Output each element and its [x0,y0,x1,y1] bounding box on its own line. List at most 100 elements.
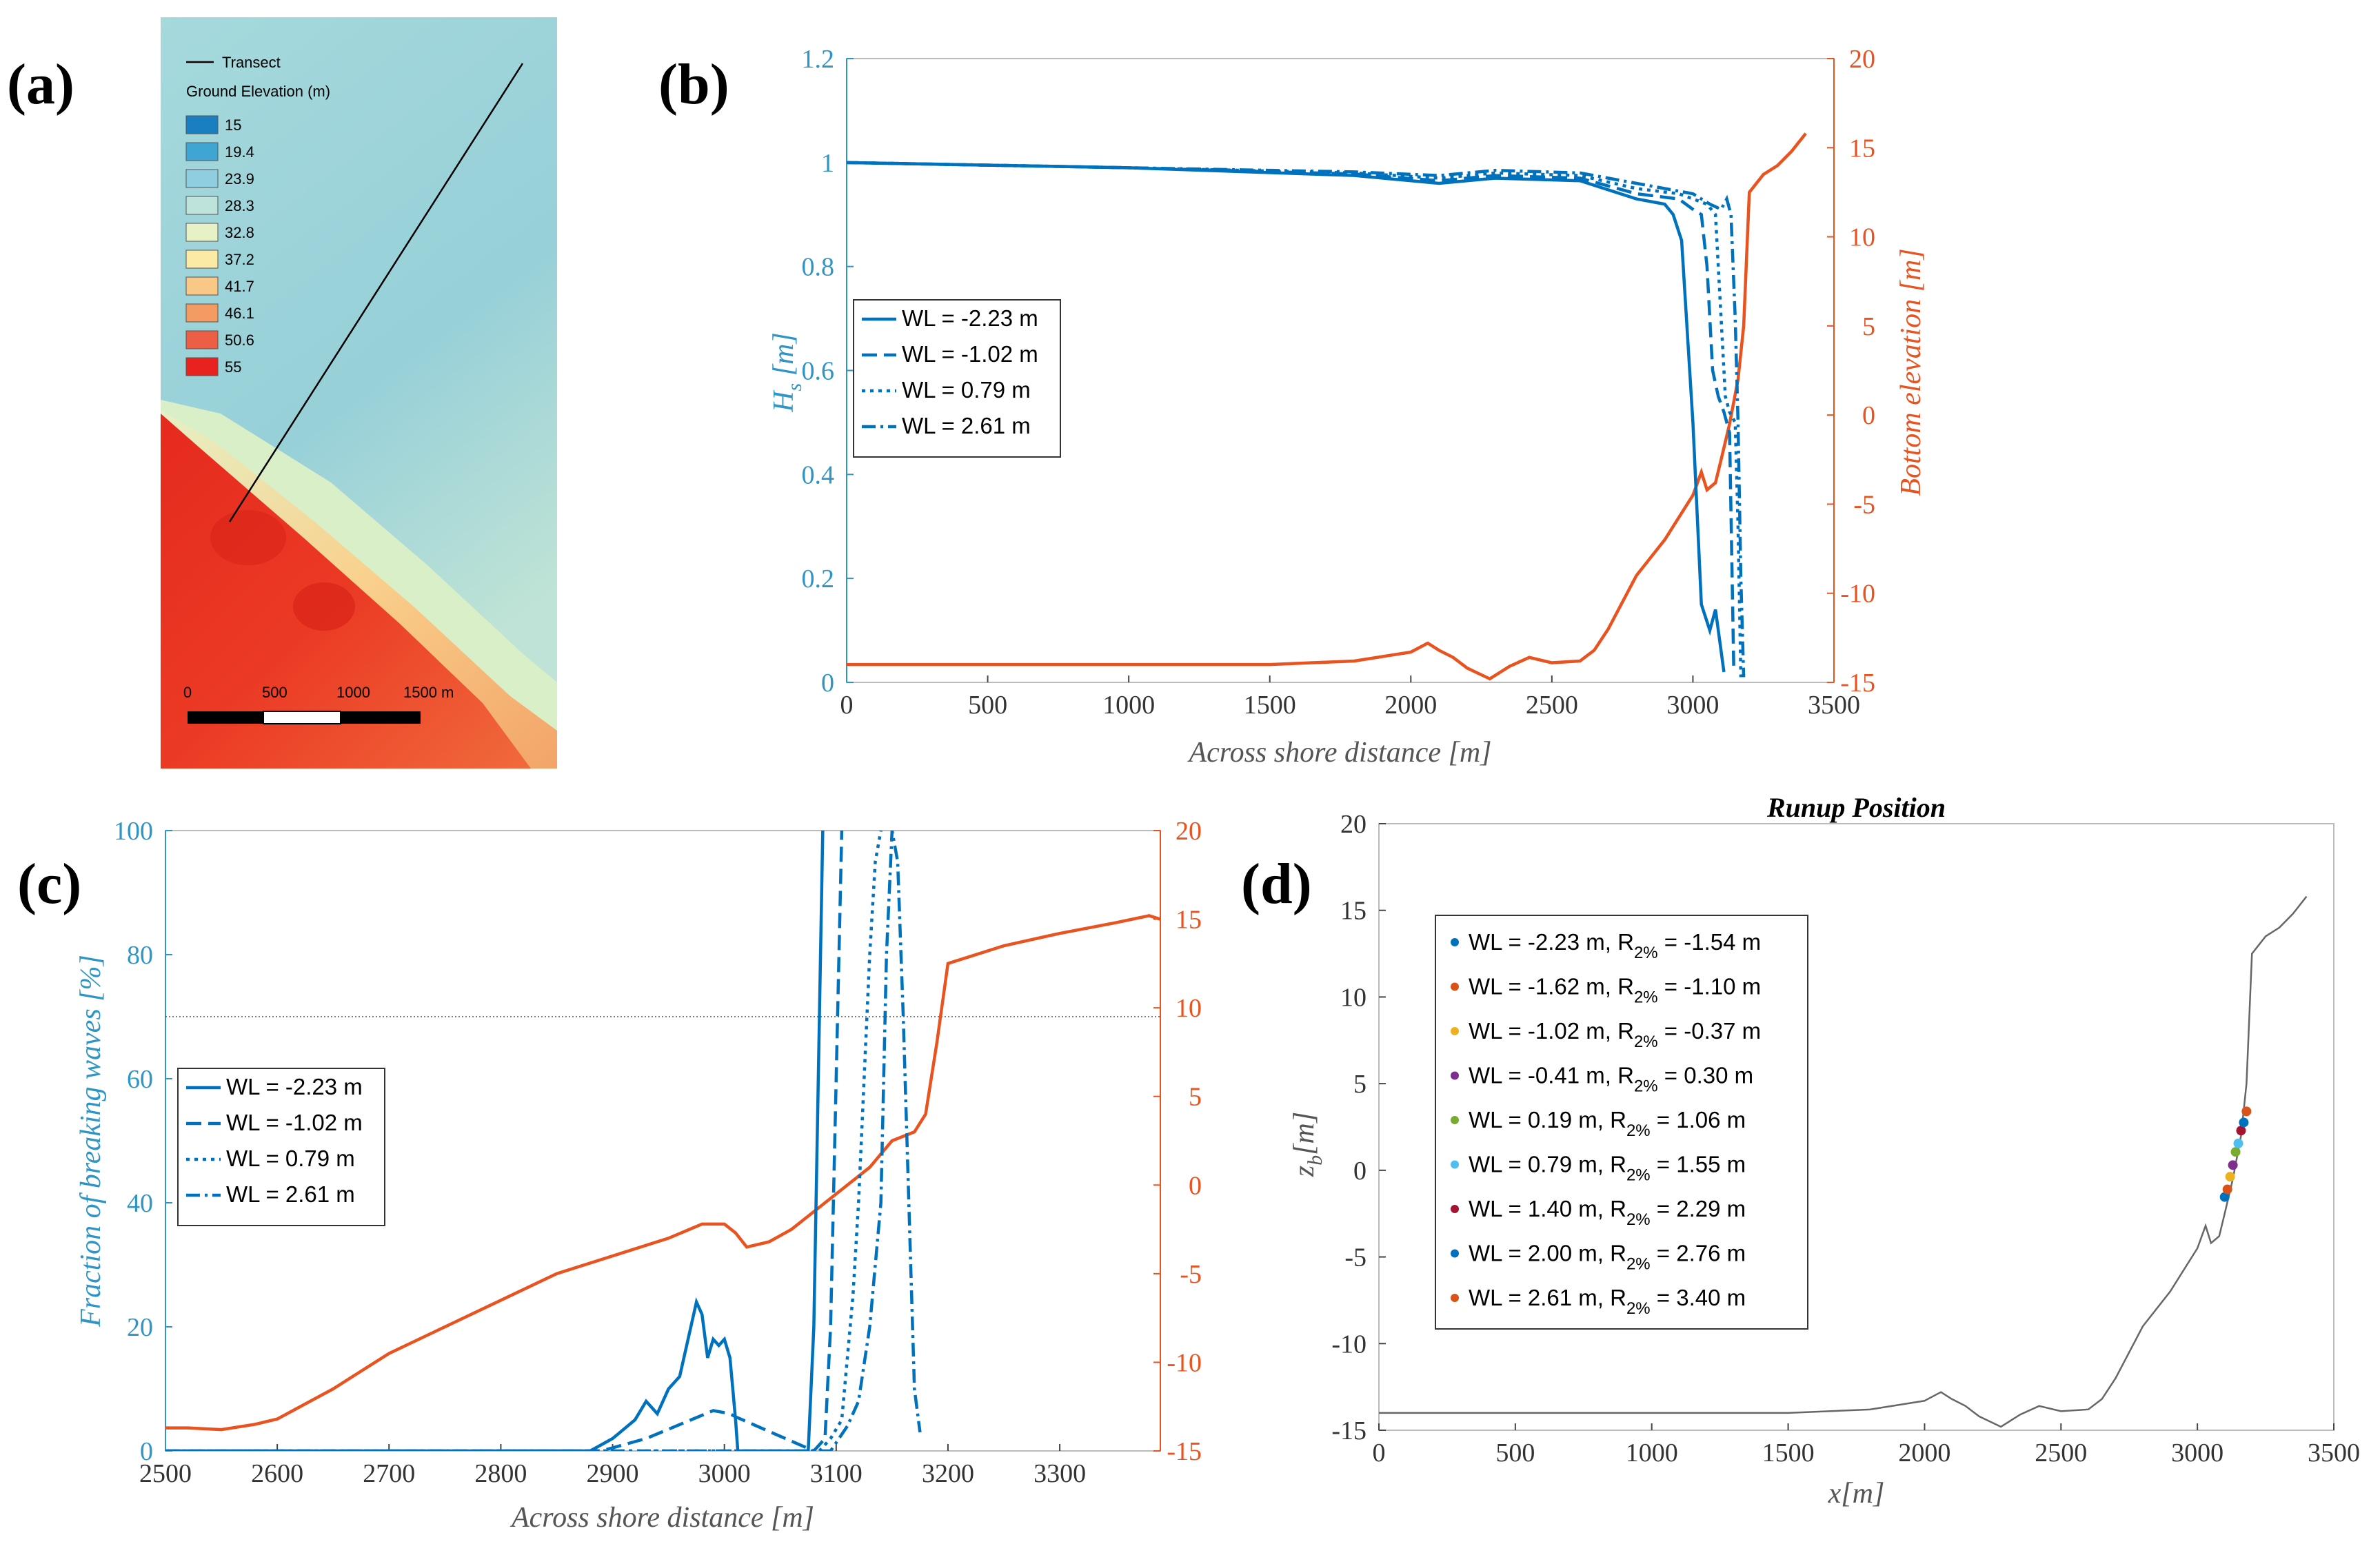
legend-label: WL = -2.23 m [902,305,1038,331]
runup-point [2239,1117,2249,1128]
y-tick-label: 0.6 [802,357,835,386]
x-tick-label: 3300 [1033,1459,1086,1488]
legend-label: WL = 2.61 m, R2% = 3.40 m [1469,1285,1746,1318]
runup-point [2225,1172,2235,1182]
legend-marker [1451,938,1459,946]
x-tick-label: 1500 [1762,1439,1815,1467]
map-scale-label: 1000 [336,684,370,701]
runup-point [2219,1192,2230,1202]
legend-marker [1451,1116,1459,1124]
y2-tick-label: 20 [1176,817,1202,846]
legend-box [177,1068,385,1226]
map-legend-swatch [185,330,219,349]
map-legend-swatch [185,169,219,188]
map-scale-label: 0 [183,684,192,701]
y2-tick-label: 10 [1849,223,1875,252]
legend-label: WL = -0.41 m, R2% = 0.30 m [1469,1063,1753,1096]
y2-tick-label: 5 [1862,312,1875,341]
series-line [165,831,883,1451]
legend-label: WL = 0.19 m, R2% = 1.06 m [1469,1107,1746,1140]
x-tick-label: 3200 [922,1459,974,1488]
map-legend-label: 23.9 [225,170,254,187]
map-legend-transect-label: Transect [222,54,281,71]
runup-point [2236,1126,2246,1136]
map-scale-bar [188,711,421,724]
y2-tick-label: 10 [1176,994,1202,1023]
y-tick-label: 5 [1353,1070,1367,1099]
legend-label: WL = -1.02 m, R2% = -0.37 m [1469,1018,1761,1051]
x-tick-label: 2700 [363,1459,415,1488]
y-tick-label: 80 [127,941,153,970]
x-tick-label: 3000 [1666,691,1719,720]
map-land-patch [210,510,286,565]
legend-marker [1451,1160,1459,1169]
legend-label: WL = 2.61 m [226,1181,355,1207]
y2-tick-label: -10 [1167,1348,1202,1377]
bathymetry-line [165,914,1160,1432]
y-tick-label: 10 [1340,983,1367,1012]
map-legend-swatch [185,142,219,161]
x-tick-label: 2500 [139,1459,192,1488]
runup-point [2233,1138,2243,1148]
y-tick-label: 1 [821,149,834,178]
y-tick-label: -5 [1344,1243,1367,1272]
y2-tick-label: -5 [1180,1260,1202,1289]
panel-label-c: (c) [17,852,81,916]
legend-label: WL = -1.62 m, R2% = -1.10 m [1469,974,1761,1007]
panel-label-b: (b) [658,52,729,116]
x-tick-label: 3000 [698,1459,751,1488]
y2-tick-label: -10 [1840,580,1875,609]
y-tick-label: 0 [821,669,834,698]
y2-tick-label: -5 [1853,490,1875,519]
y2-axis-label: Bottom elevation [m] [1895,248,1927,496]
map-transect-line [228,63,524,522]
x-tick-label: 2600 [251,1459,303,1488]
series-group [165,831,1160,1451]
chart-title: Runup Position [1766,792,1946,823]
y-axis-label: Hs [m] [768,332,806,413]
x-tick-label: 2000 [1384,691,1437,720]
y-tick-label: 0.8 [802,253,835,282]
series-line [847,161,1736,672]
legend-label: WL = -1.02 m [226,1110,363,1135]
map-legend-label: 50.6 [225,332,254,349]
chart-b: 0 500 1000 1500 2000 2500 3000 3500 0 0.2 0.4 0.6 0.… [768,45,1927,769]
y-tick-label: 40 [127,1189,153,1218]
x-axis-label: Across shore distance [m] [1187,737,1491,769]
legend-label: WL = 0.79 m [226,1146,355,1171]
x-tick-label: 500 [1495,1439,1535,1467]
legend-box [853,299,1061,458]
map-legend-title: Ground Elevation (m) [186,83,330,100]
y2-tick-label: -15 [1840,669,1875,698]
x-tick-label: 3000 [2171,1439,2223,1467]
x-tick-label: 2000 [1898,1439,1950,1467]
runup-point [2222,1184,2232,1195]
x-tick-label: 1000 [1626,1439,1678,1467]
map-panel: Transect Ground Elevation (m) 15 19.4 23.9… [161,17,557,769]
y-tick-label: 0.4 [802,460,835,489]
map-scale-label: 1500 m [403,684,454,701]
y-tick-label: 60 [127,1065,153,1094]
y-tick-label: 15 [1340,897,1367,926]
x-tick-label: 1000 [1102,691,1155,720]
y2-tick-label: 0 [1862,401,1875,430]
legend-label: WL = 2.00 m, R2% = 2.76 m [1469,1241,1746,1274]
map-scale-label: 500 [262,684,288,701]
y2-tick-label: 15 [1176,906,1202,935]
series-line [847,161,1746,678]
panel-label-a: (a) [7,52,74,116]
runup-point [2241,1106,2252,1117]
series-line [847,161,1743,678]
map-elevation-legend: 15 19.4 23.9 28.3 32.8 37.2 41.7 46.1 50.6 55 [185,115,254,376]
bathymetry-line [847,132,1807,681]
y2-tick-label: 5 [1189,1083,1202,1112]
legend-marker [1451,1071,1459,1080]
legend-marker [1451,1027,1459,1035]
map-legend-label: 46.1 [225,305,254,322]
y-tick-label: 100 [114,817,153,846]
legend-label: WL = 2.61 m [902,413,1031,438]
panel-label-d: (d) [1241,852,1312,916]
legend: WL = -2.23 m WL = -1.02 m WL = 0.79 m WL = … [853,299,1061,458]
legend-marker [1451,1249,1459,1258]
